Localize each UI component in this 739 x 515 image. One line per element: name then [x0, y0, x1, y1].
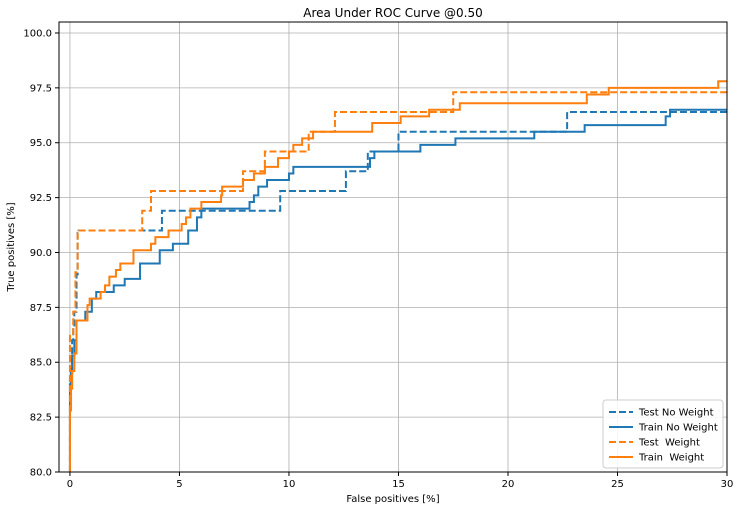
y-tick-label: 80.0 [30, 468, 52, 479]
ticks: 0 5 10 15 20 25 30 80.0 82.5 85.0 87.5 90.0 92.5 95.0… [23, 28, 733, 490]
legend-box [602, 399, 724, 469]
y-axis-label: True positives [%] [6, 202, 17, 292]
y-tick-label: 100.0 [23, 28, 52, 39]
y-tick-label: 90.0 [30, 248, 52, 259]
series-line-test-weight [68, 91, 727, 472]
plot-frame [58, 21, 728, 473]
legend-label: Train Weight [638, 453, 704, 464]
legend-label: Test Weight [638, 438, 700, 449]
x-tick-label: 30 [721, 479, 734, 490]
x-axis-label: False positives [%] [346, 494, 439, 505]
legend-label: Train No Weight [638, 423, 718, 434]
series-lines [68, 80, 727, 472]
x-tick-label: 10 [283, 479, 296, 490]
x-tick-label: 20 [502, 479, 515, 490]
x-tick-label: 0 [67, 479, 73, 490]
chart-title: Area Under ROC Curve @0.50 [303, 6, 482, 20]
x-tick-label: 15 [392, 479, 405, 490]
x-tick-label: 25 [611, 479, 624, 490]
y-tick-label: 87.5 [30, 303, 52, 314]
y-tick-label: 95.0 [30, 138, 52, 149]
legend-label: Test No Weight [638, 408, 714, 419]
y-tick-label: 82.5 [30, 413, 52, 424]
series-line-train-weight [68, 80, 727, 472]
y-tick-label: 97.5 [30, 83, 52, 94]
legend: Test No Weight Train No Weight Test Weight… [602, 399, 724, 469]
y-tick-label: 85.0 [30, 358, 52, 369]
x-tick-label: 5 [176, 479, 182, 490]
y-tick-label: 92.5 [30, 193, 52, 204]
grid [59, 22, 728, 473]
